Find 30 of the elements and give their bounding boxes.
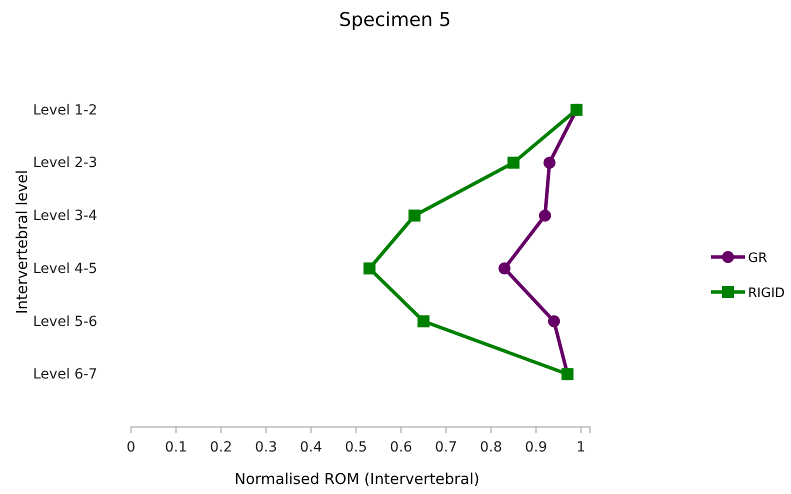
- y-tick-label: Level 4-5: [33, 260, 98, 277]
- point: [539, 210, 551, 222]
- point: [418, 315, 430, 328]
- x-tick-label: 0.1: [164, 439, 188, 456]
- y-tick-label: Level 5-6: [33, 314, 98, 330]
- x-tick-label: 0.9: [524, 439, 548, 456]
- y-tick-label: Level 3-4: [33, 208, 98, 224]
- x-tick-label: 0.8: [480, 439, 502, 456]
- x-tick-label: 0.7: [434, 439, 458, 456]
- point: [544, 156, 556, 169]
- point: [498, 262, 510, 274]
- legend-label: GR: [748, 251, 768, 266]
- chart-title: Specimen 5: [339, 9, 451, 31]
- x-tick-label: 0.2: [210, 439, 232, 456]
- point: [548, 315, 560, 328]
- point: [508, 156, 520, 169]
- point: [364, 262, 376, 274]
- y-axis-title: Intervertebral level: [13, 170, 31, 314]
- x-tick-label: 0.5: [344, 439, 368, 456]
- legend-label: RIGID: [748, 286, 785, 301]
- x-tick-label: 0.4: [300, 439, 322, 456]
- y-tick-label: Level 2-3: [33, 155, 98, 172]
- x-tick-label: 0: [126, 439, 136, 456]
- y-tick-label: Level 6-7: [33, 366, 98, 383]
- x-tick-label: 0.3: [254, 439, 278, 456]
- x-axis-title: Normalised ROM (Intervertebral): [234, 470, 480, 488]
- y-tick-label: Level 1-2: [33, 102, 98, 118]
- x-tick-label: 1: [576, 439, 586, 456]
- point: [408, 210, 420, 222]
- x-tick-label: 0.6: [390, 439, 412, 456]
